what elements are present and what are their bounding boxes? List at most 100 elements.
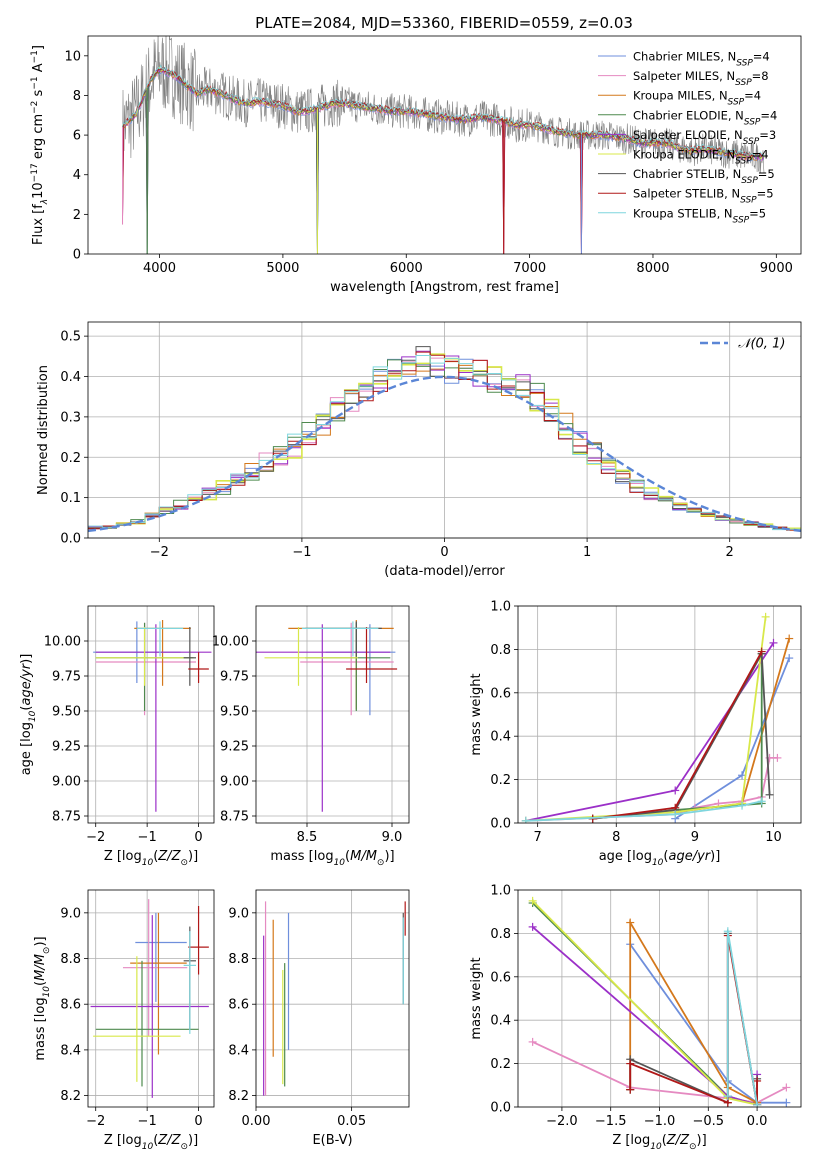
- x-axis-label-part: 10: [652, 858, 664, 868]
- y-axis-label-part: )]: [33, 936, 48, 946]
- legend-label-part: =3: [759, 128, 776, 142]
- x-tick-label: −1: [292, 545, 311, 560]
- legend-label-part: Chabrier ELODIE, N: [633, 108, 744, 122]
- axis-ticks: −2 −1 0 8.2 8.4 8.6 8.8 9.0: [60, 890, 214, 1129]
- y-axis-label-part: M/M: [33, 954, 48, 981]
- mass-weight-marker: [765, 790, 774, 799]
- panel-mass-vs-EBV: 0.00 0.05 8.2 8.4 8.6 8.8 9.0 E(B-V): [228, 889, 410, 1148]
- mass-weight-marker: [785, 634, 794, 643]
- legend-label-part: =5: [757, 187, 774, 201]
- legend-label-part: =4: [752, 148, 769, 162]
- x-tick-label: 1: [583, 545, 591, 560]
- legend-label: Kroupa MILES, NSSP=4: [633, 89, 761, 108]
- mass-weight-marker: [528, 922, 537, 931]
- y-tick-label: 9.75: [52, 670, 81, 685]
- y-tick-label: 0.3: [60, 410, 81, 425]
- x-axis-label-part: 10: [142, 1142, 154, 1152]
- x-tick-label: 7: [534, 830, 542, 845]
- panel-mass-weight-vs-Z: −2.0 −1.5 −1.0 −0.5 0.0 0.0 0.2 0.4 0.6 0.8 1.0 Z […: [469, 884, 802, 1152]
- y-axis-label-part: (: [19, 706, 34, 711]
- y-axis-label-part: (: [33, 981, 48, 986]
- y-tick-label: 9.0: [60, 906, 81, 921]
- y-tick-label: 9.0: [228, 906, 249, 921]
- y-tick-label: 10.00: [44, 635, 81, 650]
- x-axis-label-part: (data-model)/error: [384, 564, 505, 579]
- y-axis-label-part: age [log: [19, 722, 34, 775]
- legend-label-part: =4: [760, 108, 777, 122]
- panel-mass-vs-Z: −2 −1 08.28.48.68.89.0Z [log10(Z/Z⊙)]mass …: [33, 889, 215, 1152]
- residual-histogram-step: [88, 355, 801, 531]
- x-tick-label: −2.0: [546, 1114, 578, 1129]
- y-tick-label: 0.2: [490, 773, 511, 788]
- x-tick-label: 2: [726, 545, 734, 560]
- y-axis-label-part: ]: [31, 45, 46, 50]
- x-tick-label: 0: [194, 1114, 202, 1129]
- mass-weight-marker: [769, 638, 778, 647]
- legend-label-part: SSP: [736, 59, 753, 69]
- x-tick-label: −2: [150, 545, 169, 560]
- legend-label-part: SSP: [728, 98, 745, 108]
- legend-label: Kroupa ELODIE, NSSP=4: [633, 148, 769, 167]
- y-axis-label-part: )]: [19, 654, 34, 664]
- axes-frame: [517, 605, 802, 824]
- x-tick-label: −1: [138, 1114, 157, 1129]
- y-axis-label: Flux [fλ10−17 erg cm−2 s−1 A−1]: [30, 45, 50, 245]
- x-tick-label: 0.05: [337, 1114, 366, 1129]
- legend-label-part: Kroupa STELIB, N: [633, 206, 733, 220]
- x-tick-label: 8000: [636, 261, 669, 276]
- y-tick-label: 9.00: [52, 775, 81, 790]
- legend-label: 𝒩(0, 1): [738, 337, 785, 352]
- mass-weight-marker: [528, 896, 537, 905]
- x-tick-label: 0: [194, 830, 202, 845]
- y-tick-label: 2: [73, 208, 81, 223]
- x-axis-label-part: 10: [334, 858, 346, 868]
- plot-area: [256, 620, 398, 812]
- mass-weight-marker: [738, 801, 747, 810]
- y-tick-label: 0.6: [490, 970, 511, 985]
- legend-label-part: SSP: [733, 215, 750, 225]
- panel-residuals: −2 −1 0 1 2 0.0 0.1 0.2 0.3 0.4 0.5 (data-model)/er…: [36, 321, 802, 579]
- mass-weight-marker: [757, 647, 766, 656]
- x-axis-label-part: 10: [650, 1142, 662, 1152]
- axes-frame: [517, 889, 802, 1108]
- residual-histogram-step: [88, 346, 801, 531]
- legend-label: Salpeter MILES, NSSP=8: [633, 69, 769, 88]
- mass-weight-marker: [521, 816, 530, 823]
- mass-weight-marker: [528, 1037, 537, 1046]
- x-axis-label-part: M/M: [350, 849, 377, 864]
- y-tick-label: 10.00: [212, 635, 249, 650]
- legend-label-part: SSP: [744, 117, 761, 127]
- y-axis-label: mass [log10(M/M⊙)]: [33, 936, 52, 1060]
- legend-label-part: Chabrier MILES, N: [633, 50, 736, 64]
- x-axis-label-part: ⊙: [180, 858, 188, 868]
- x-axis-label-part: 10: [142, 858, 154, 868]
- plot-area: [93, 620, 212, 812]
- axis-ticks: −2 −1 0 8.75 9.00 9.25 9.50 9.75 10.00: [44, 606, 214, 845]
- residuals-legend: 𝒩(0, 1): [700, 337, 785, 352]
- legend-label: Chabrier ELODIE, NSSP=4: [633, 108, 777, 127]
- x-axis-label-part: ⊙: [377, 858, 385, 868]
- y-tick-label: 8.4: [60, 1043, 81, 1058]
- mass-weight-marker: [753, 1076, 762, 1085]
- y-axis-label-part: −1: [30, 50, 40, 63]
- x-axis-label-part: (: [345, 849, 350, 864]
- mass-weight-line: [592, 650, 771, 820]
- y-tick-label: 1.0: [490, 600, 511, 615]
- x-tick-label: −1.0: [644, 1114, 676, 1129]
- x-axis-label-part: )]: [697, 1133, 707, 1148]
- y-tick-label: 8.8: [228, 952, 249, 967]
- plot-area: [90, 899, 209, 1098]
- legend-label: Salpeter STELIB, NSSP=5: [633, 187, 774, 206]
- model-spectrum-line: [122, 67, 765, 254]
- y-axis-label-part: 10: [42, 986, 52, 998]
- y-axis-label-part: −1: [30, 76, 40, 89]
- legend-label: Chabrier MILES, NSSP=4: [633, 50, 770, 69]
- x-tick-label: 0.0: [747, 1114, 768, 1129]
- y-tick-label: 9.50: [52, 705, 81, 720]
- plot-area: [528, 896, 791, 1107]
- y-tick-label: 9.50: [220, 705, 249, 720]
- y-axis-label-part: Flux [f: [31, 204, 46, 245]
- y-axis-label-part: mass weight: [469, 673, 484, 755]
- mass-weight-marker: [671, 786, 680, 795]
